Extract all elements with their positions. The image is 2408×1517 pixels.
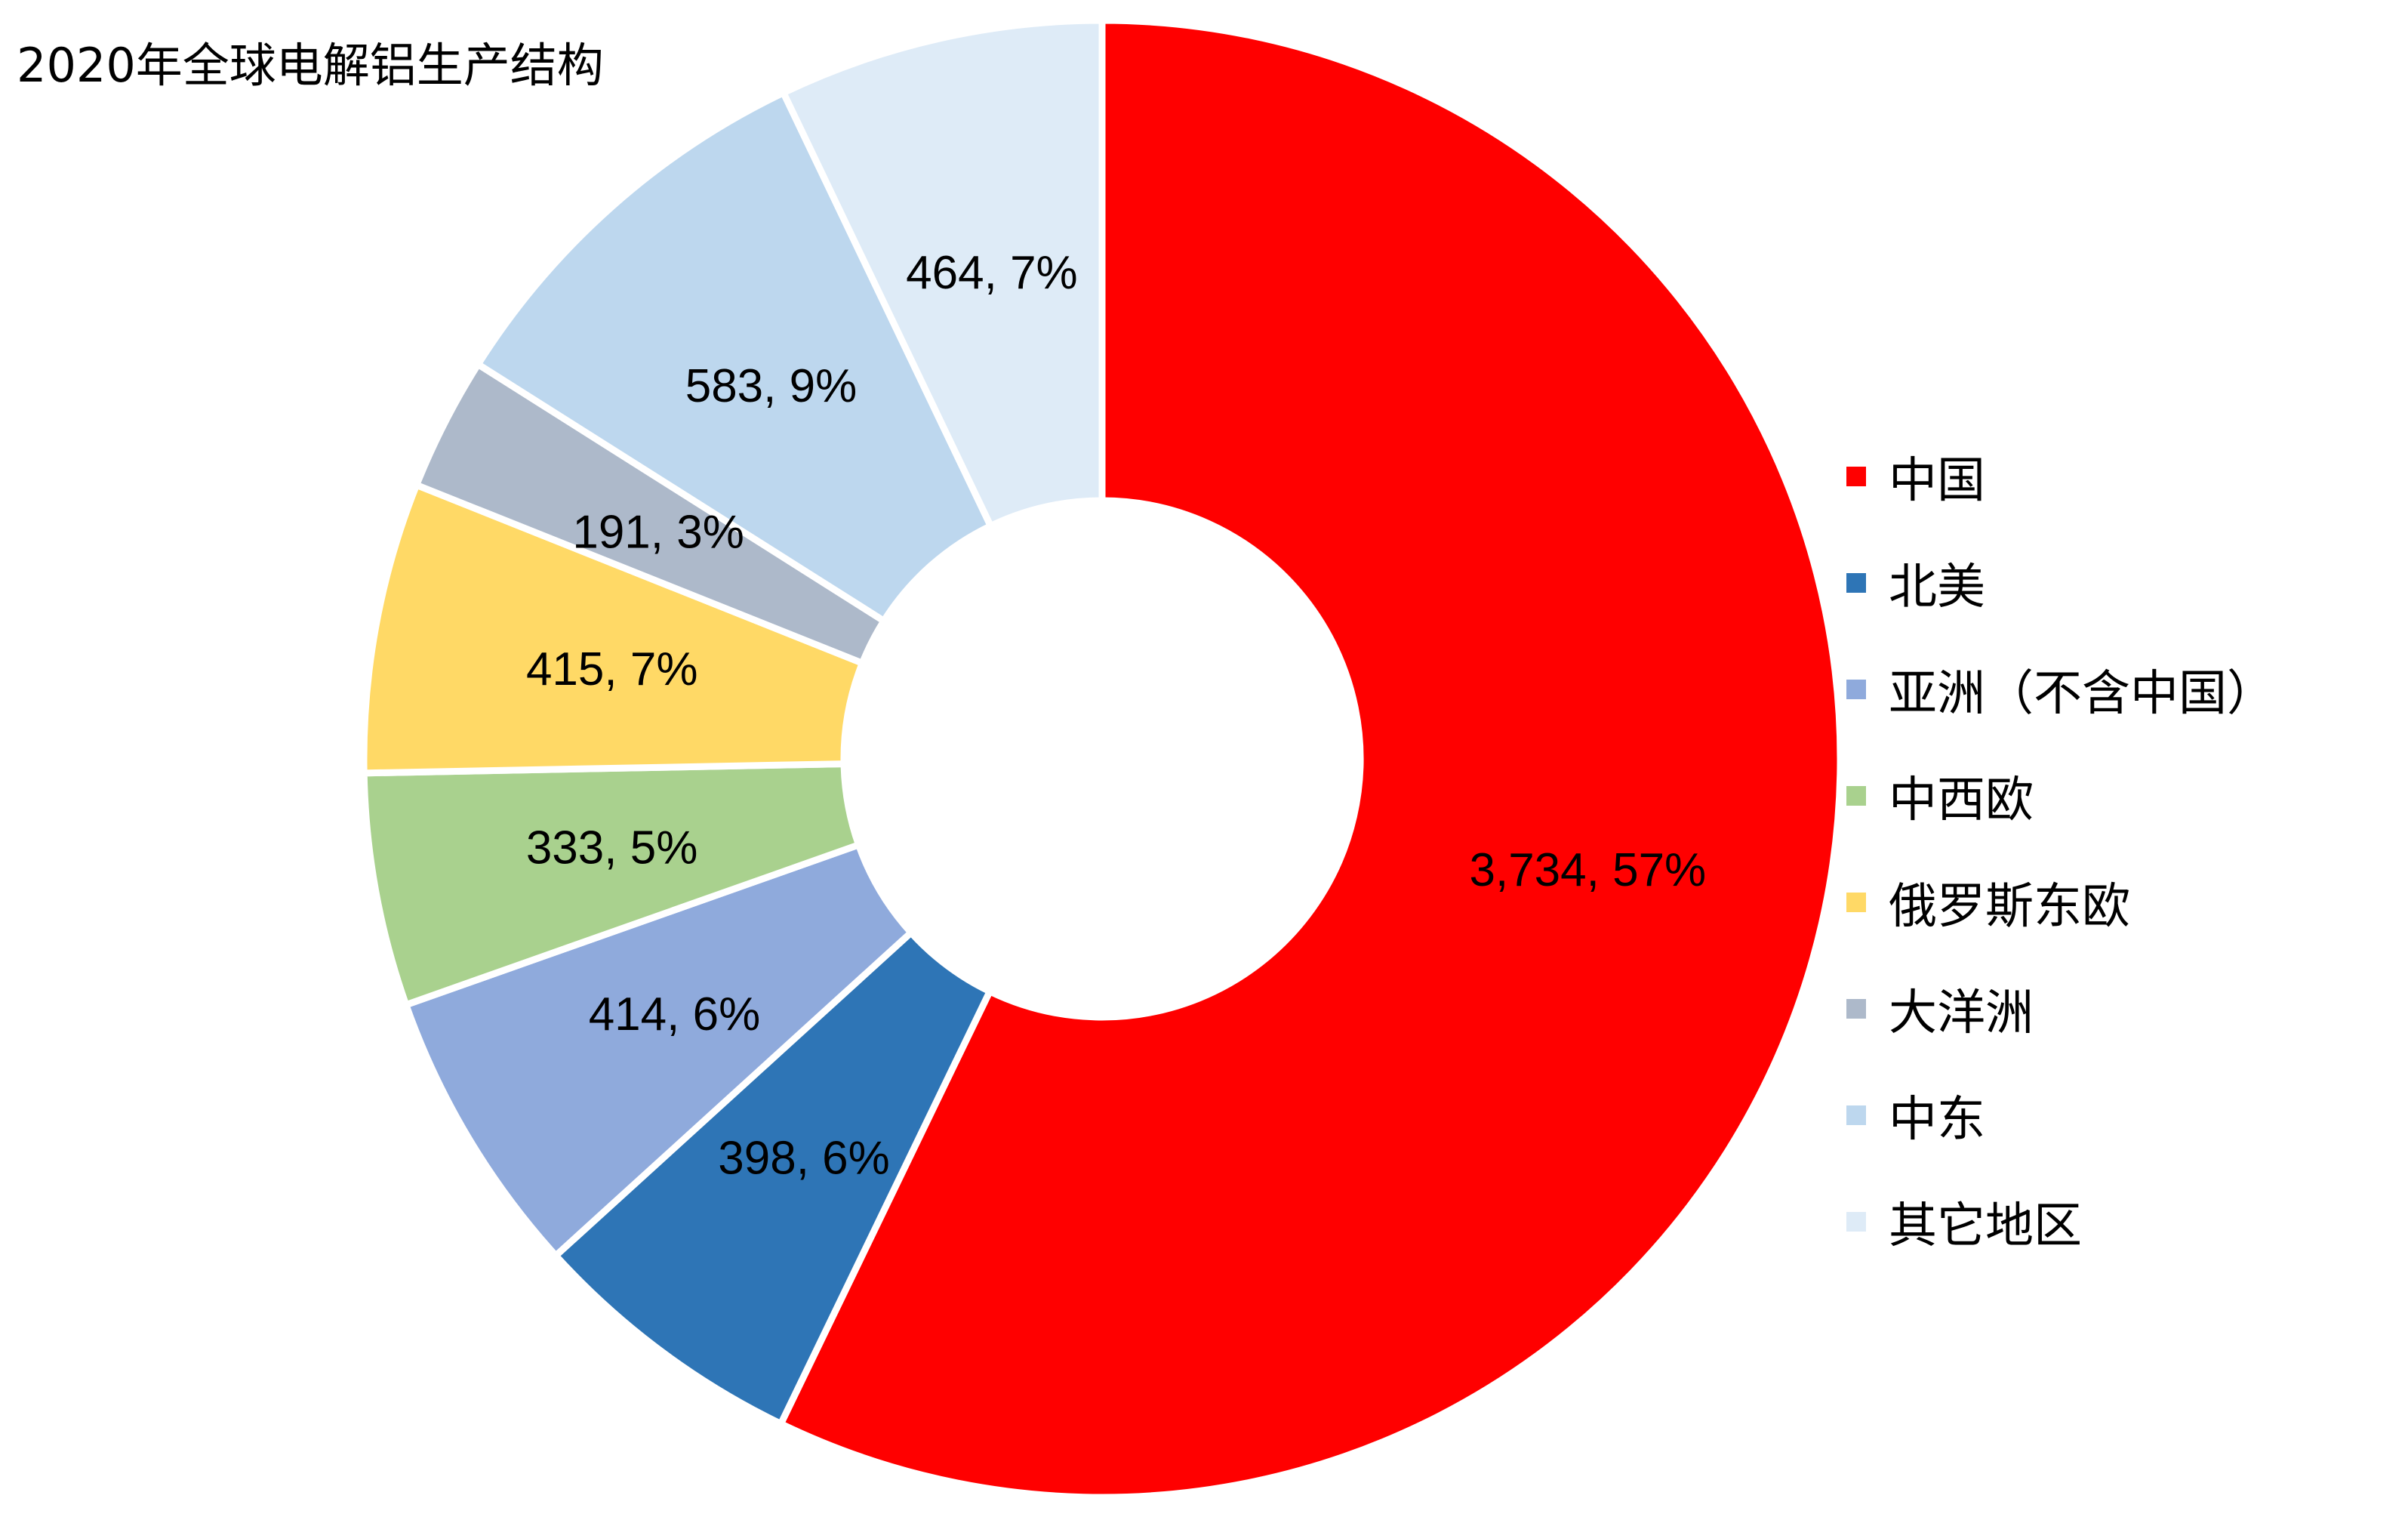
- legend-label: 亚洲（不含中国）: [1889, 665, 2275, 722]
- legend-label: 其它地区: [1889, 1198, 2082, 1254]
- data-label-1: 398, 6%: [718, 1132, 890, 1184]
- legend-item-6: 中东: [1846, 1062, 2275, 1168]
- data-label-0: 3,734, 57%: [1469, 844, 1706, 896]
- legend-label: 中东: [1889, 1091, 1985, 1148]
- data-label-5: 191, 3%: [572, 507, 744, 559]
- legend-item-3: 中西欧: [1846, 742, 2275, 849]
- legend-label: 大洋洲: [1889, 985, 2034, 1041]
- slice-2: [402, 840, 916, 1261]
- legend-swatch: [1846, 1211, 1866, 1232]
- slice-7: [778, 17, 1106, 531]
- legend-label: 北美: [1889, 559, 1985, 615]
- legend-swatch: [1846, 998, 1866, 1019]
- data-label-2: 414, 6%: [589, 988, 761, 1041]
- legend-item-5: 大洋洲: [1846, 955, 2275, 1062]
- legend-swatch: [1846, 679, 1866, 699]
- legend-swatch: [1846, 892, 1866, 912]
- legend-swatch: [1846, 1105, 1866, 1125]
- slice-6: [473, 88, 996, 626]
- slice-0: [776, 17, 1844, 1501]
- chart-title: 2020年全球电解铝生产结构: [17, 38, 604, 93]
- data-label-7: 464, 7%: [906, 247, 1078, 299]
- legend-item-1: 北美: [1846, 529, 2275, 636]
- data-label-4: 415, 7%: [526, 643, 698, 695]
- legend-swatch: [1846, 785, 1866, 806]
- slice-3: [360, 760, 864, 1010]
- legend-item-7: 其它地区: [1846, 1168, 2275, 1275]
- data-label-6: 583, 9%: [685, 360, 858, 412]
- legend-swatch: [1846, 572, 1866, 593]
- slice-4: [360, 480, 867, 777]
- slice-1: [550, 927, 995, 1429]
- legend-item-4: 俄罗斯东欧: [1846, 849, 2275, 955]
- data-label-3: 333, 5%: [526, 822, 698, 874]
- legend-item-2: 亚洲（不含中国）: [1846, 636, 2275, 742]
- legend: 中国北美亚洲（不含中国） 中西欧俄罗斯东欧大洋洲中东其它地区: [1846, 423, 2275, 1275]
- legend-label: 中西欧: [1889, 772, 2034, 828]
- legend-item-0: 中国: [1846, 423, 2275, 529]
- legend-label: 俄罗斯东欧: [1889, 878, 2130, 935]
- legend-swatch: [1846, 466, 1866, 486]
- legend-label: 中国: [1889, 452, 1985, 509]
